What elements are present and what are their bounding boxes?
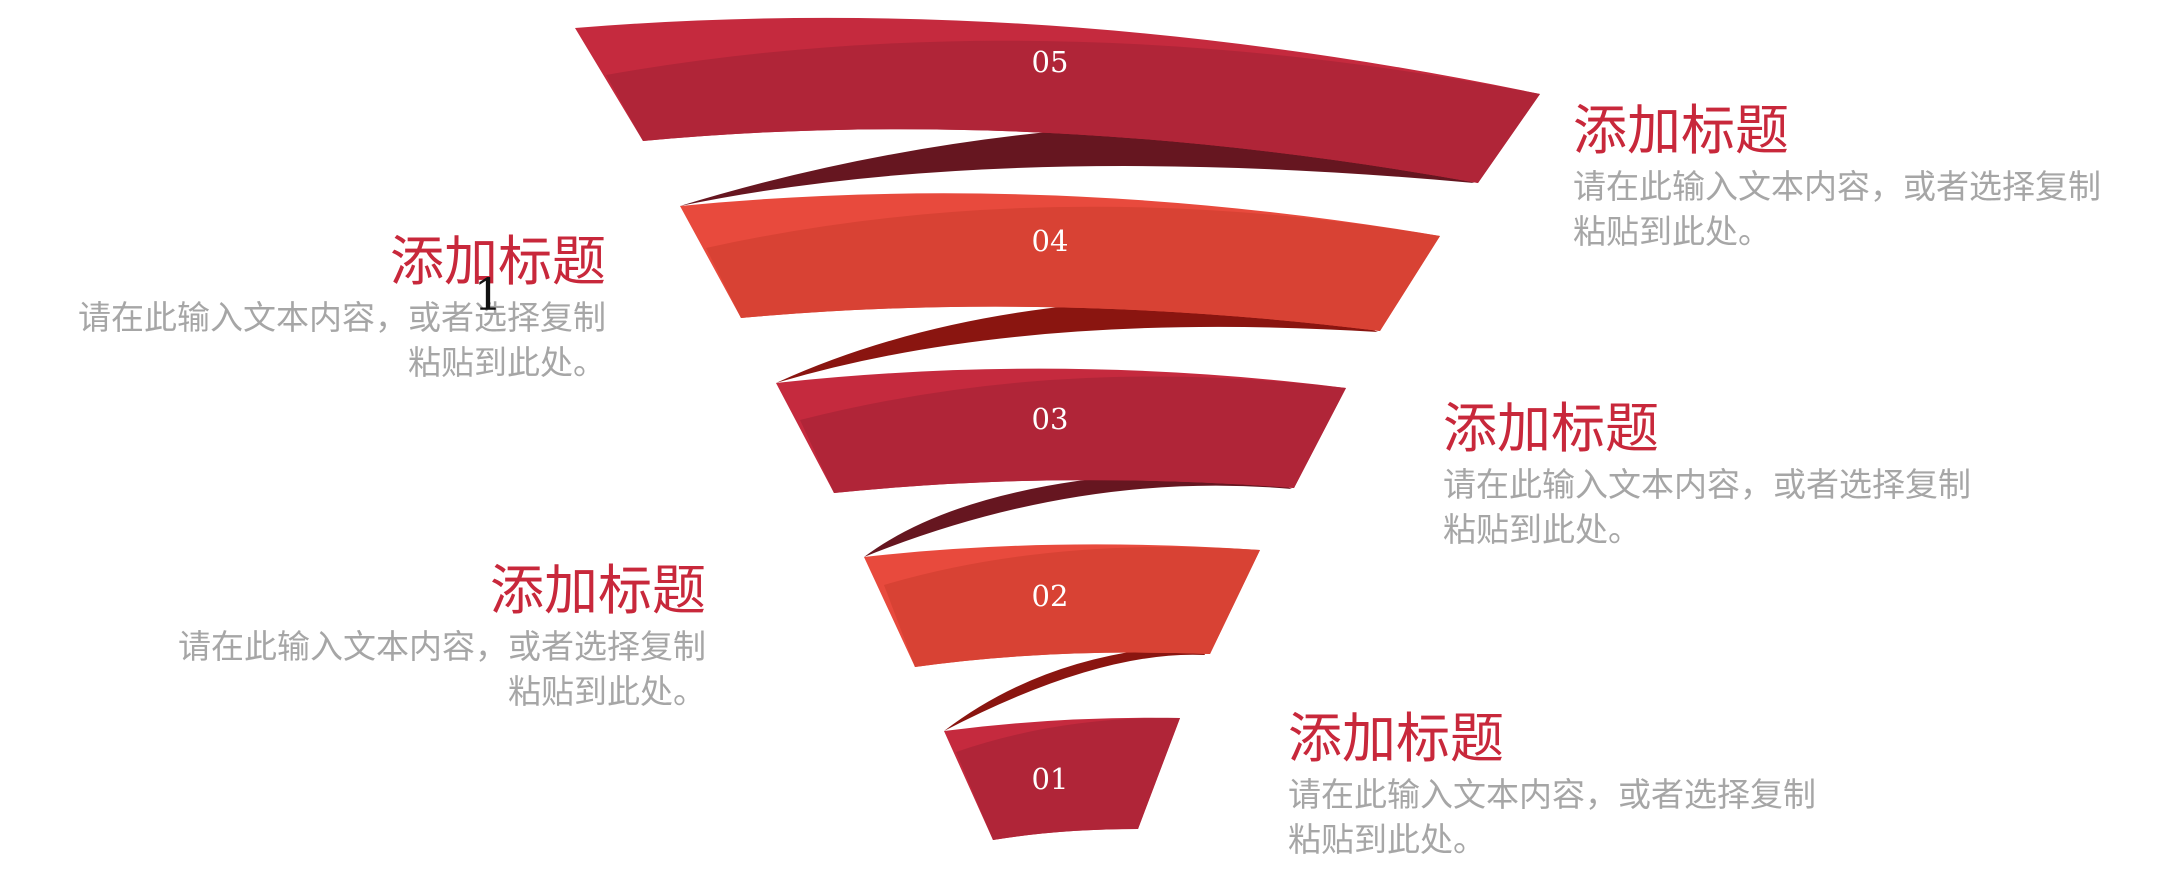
- connector-2-1: [944, 645, 1205, 731]
- item-text-line-1: 请在此输入文本内容，或者选择复制: [1443, 465, 1971, 504]
- band-05-number: 05: [1032, 45, 1069, 79]
- band-05-shade: [606, 40, 1540, 184]
- connector-4-3: [776, 298, 1378, 383]
- item-title: 添加标题: [390, 230, 606, 293]
- funnel-band-03: 03: [776, 368, 1346, 493]
- item-block-01: 添加标题 请在此输入文本内容，或者选择复制 粘贴到此处。: [1288, 706, 2172, 862]
- band-03-number: 03: [1032, 402, 1069, 436]
- item-text-line-2: 粘贴到此处。: [508, 672, 706, 711]
- item-text-line-2: 粘贴到此处。: [1443, 510, 1641, 549]
- band-01-number: 01: [1032, 762, 1069, 796]
- band-04-number: 04: [1032, 224, 1069, 258]
- item-text-line-1: 请在此输入文本内容，或者选择复制: [178, 627, 706, 666]
- funnel-band-01: 01: [944, 717, 1180, 840]
- band-01-shade: [956, 717, 1180, 840]
- item-title: 添加标题: [490, 559, 706, 622]
- band-04-shade: [706, 206, 1440, 331]
- item-title: 添加标题: [1573, 99, 1789, 162]
- item-text-line-2: 粘贴到此处。: [408, 343, 606, 382]
- item-text-line-2: 粘贴到此处。: [1288, 820, 1486, 859]
- band-02-number: 02: [1032, 579, 1069, 613]
- item-block-02: 添加标题 请在此输入文本内容，或者选择复制 粘贴到此处。: [0, 558, 706, 714]
- item-block-04: 添加标题 请在此输入文本内容，或者选择复制 粘贴到此处。: [0, 229, 606, 385]
- item-text-line-1: 请在此输入文本内容，或者选择复制: [1573, 167, 2101, 206]
- funnel-band-04: 04: [680, 193, 1440, 331]
- item-title: 添加标题: [1443, 397, 1659, 460]
- funnel-band-05: 05: [575, 17, 1540, 184]
- item-title: 添加标题: [1288, 707, 1504, 770]
- item-text-line-1: 请在此输入文本内容，或者选择复制: [78, 298, 606, 337]
- band-02-shade: [884, 546, 1260, 667]
- item-block-05: 添加标题 请在此输入文本内容，或者选择复制 粘贴到此处。: [1573, 98, 2172, 254]
- item-text-line-2: 粘贴到此处。: [1573, 212, 1771, 251]
- band-03-shade: [800, 376, 1346, 493]
- stray-text-mark: 1: [474, 270, 502, 321]
- funnel-band-02: 02: [864, 544, 1260, 667]
- item-block-03: 添加标题 请在此输入文本内容，或者选择复制 粘贴到此处。: [1443, 396, 2172, 552]
- item-text-line-1: 请在此输入文本内容，或者选择复制: [1288, 775, 1816, 814]
